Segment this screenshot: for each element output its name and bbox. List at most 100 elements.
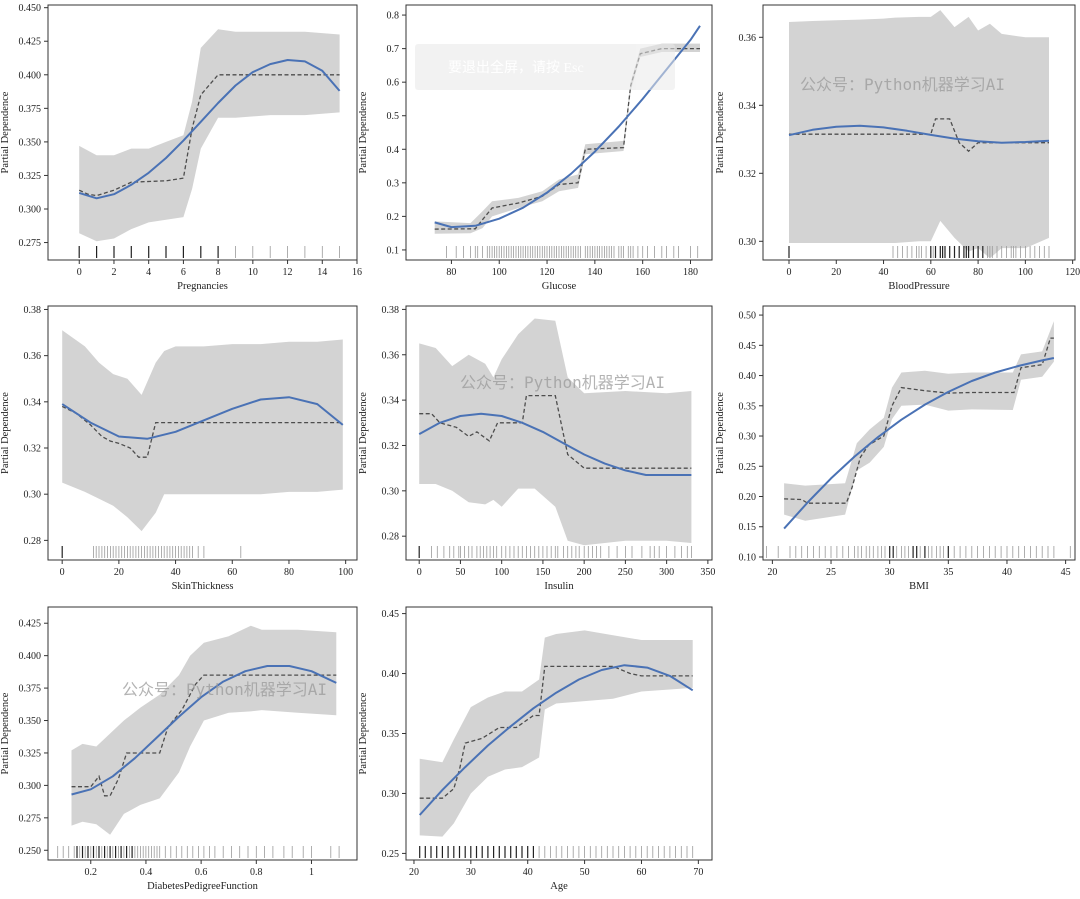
x-tick-label: 100 — [338, 567, 353, 578]
y-axis-label: Partial Dependence — [358, 392, 369, 474]
x-axis-label: Insulin — [544, 581, 574, 592]
y-axis-label: Partial Dependence — [0, 692, 11, 774]
watermark-2: 公众号：Python机器学习AI — [460, 373, 665, 392]
axes-frame — [762, 4, 1076, 261]
x-axis-label: Glucose — [542, 281, 577, 292]
x-tick-label: 20 — [831, 267, 841, 278]
x-tick-label: 300 — [659, 567, 674, 578]
x-tick-label: 0.2 — [85, 867, 98, 878]
pd-smooth-line — [788, 124, 1050, 144]
pdp-panel-pregnancies: 0 2 4 6 8 10 12 14 16 0.275 0.300 0.325 0.350 0.375 0.… — [0, 3, 362, 292]
fullscreen-hint-text: 要退出全屏，请按 Esc — [448, 59, 584, 76]
confidence-band — [71, 625, 337, 835]
x-tick-label: 16 — [352, 267, 362, 278]
confidence-band — [79, 29, 340, 242]
x-axis-label: DiabetesPedigreeFunction — [147, 881, 259, 892]
x-tick-label: 120 — [1065, 267, 1080, 278]
pdp-panel-skinthickness: 0 20 40 60 80 100 0.28 0.30 0.32 0.34 0.36 0.38 Skin… — [0, 305, 358, 592]
y-tick-label: 0.4 — [387, 145, 400, 156]
y-tick-label: 0.7 — [387, 44, 400, 55]
x-tick-label: 100 — [1018, 267, 1033, 278]
x-tick-label: 140 — [587, 267, 602, 278]
y-tick-label: 0.275 — [19, 238, 42, 249]
y-tick-label: 0.30 — [24, 490, 42, 501]
y-axis-label: Partial Dependence — [0, 392, 11, 474]
y-tick-label: 0.36 — [24, 351, 42, 362]
x-tick-label: 20 — [114, 567, 124, 578]
y-tick-label: 0.5 — [387, 111, 400, 122]
y-axis-label: Partial Dependence — [358, 692, 369, 774]
y-tick-label: 0.30 — [382, 789, 400, 800]
pd-smooth-line — [418, 664, 694, 816]
confidence-band — [419, 630, 693, 837]
y-tick-label: 0.350 — [19, 137, 42, 148]
pdp-panel-bmi: 20 25 30 35 40 45 0.10 0.15 0.20 0.25 0.30 0.35 0.40… — [715, 305, 1076, 592]
y-tick-label: 0.15 — [739, 522, 757, 533]
y-tick-label: 0.350 — [19, 716, 42, 727]
y-tick-label: 0.300 — [19, 205, 42, 216]
y-tick-label: 0.450 — [19, 3, 42, 14]
y-axis-label: Partial Dependence — [715, 91, 726, 173]
x-tick-label: 0.4 — [140, 867, 153, 878]
y-tick-label: 0.38 — [24, 305, 42, 316]
x-tick-label: 35 — [943, 567, 953, 578]
confidence-band — [784, 321, 1054, 521]
axes-frame — [47, 606, 358, 861]
watermark-3: 公众号：Python机器学习AI — [122, 680, 327, 699]
y-tick-label: 0.250 — [19, 846, 42, 857]
y-tick-label: 0.35 — [382, 729, 400, 740]
pdp-panel-insulin: 0 50 100 150 200 250 300 350 0.28 0.30 0.32 0.34 0.3… — [358, 305, 715, 592]
x-tick-label: 80 — [446, 267, 456, 278]
y-tick-label: 0.375 — [19, 104, 42, 115]
x-tick-label: 4 — [146, 267, 151, 278]
y-tick-label: 0.34 — [382, 396, 400, 407]
x-tick-label: 100 — [494, 567, 509, 578]
y-tick-label: 0.36 — [382, 350, 400, 361]
x-tick-label: 1 — [309, 867, 314, 878]
x-tick-label: 120 — [540, 267, 555, 278]
axes-frame — [47, 305, 358, 561]
y-tick-label: 0.8 — [387, 11, 400, 22]
pd-dashed-line — [61, 405, 343, 458]
x-tick-label: 0 — [77, 267, 82, 278]
x-tick-label: 80 — [284, 567, 294, 578]
y-tick-label: 0.1 — [387, 245, 400, 256]
x-axis-label: BloodPressure — [888, 281, 950, 292]
x-tick-label: 30 — [466, 867, 476, 878]
fullscreen-hint: 要退出全屏，请按 Esc — [415, 44, 675, 90]
y-tick-label: 0.325 — [19, 748, 42, 759]
axes-frame — [405, 4, 713, 261]
pdp-panel-age: 20 30 40 50 60 70 0.25 0.30 0.35 0.40 0.45 Age Parti… — [358, 606, 713, 892]
x-tick-label: 350 — [700, 567, 715, 578]
y-tick-label: 0.40 — [739, 371, 757, 382]
x-tick-label: 150 — [535, 567, 550, 578]
x-tick-label: 0 — [60, 567, 65, 578]
x-tick-label: 100 — [492, 267, 507, 278]
y-tick-label: 0.40 — [382, 669, 400, 680]
y-tick-label: 0.32 — [24, 444, 42, 455]
y-tick-label: 0.30 — [382, 486, 400, 497]
y-tick-label: 0.400 — [19, 651, 42, 662]
pd-smooth-line — [61, 396, 344, 440]
x-tick-label: 180 — [683, 267, 698, 278]
x-tick-label: 20 — [409, 867, 419, 878]
pd-dashed-line — [78, 74, 340, 197]
x-tick-label: 10 — [248, 267, 258, 278]
y-tick-label: 0.425 — [19, 37, 42, 48]
x-tick-label: 40 — [879, 267, 889, 278]
x-tick-label: 200 — [577, 567, 592, 578]
pd-smooth-line — [71, 665, 337, 796]
x-tick-label: 60 — [926, 267, 936, 278]
y-tick-label: 0.45 — [739, 341, 757, 352]
pd-dashed-line — [784, 337, 1054, 504]
x-tick-label: 0 — [787, 267, 792, 278]
y-tick-label: 0.300 — [19, 781, 42, 792]
x-tick-label: 40 — [171, 567, 181, 578]
x-tick-label: 40 — [1002, 567, 1012, 578]
y-tick-label: 0.30 — [739, 432, 757, 443]
y-tick-label: 0.30 — [739, 237, 757, 248]
y-tick-label: 0.425 — [19, 619, 42, 630]
y-tick-label: 0.36 — [739, 33, 757, 44]
y-tick-label: 0.35 — [739, 401, 757, 412]
